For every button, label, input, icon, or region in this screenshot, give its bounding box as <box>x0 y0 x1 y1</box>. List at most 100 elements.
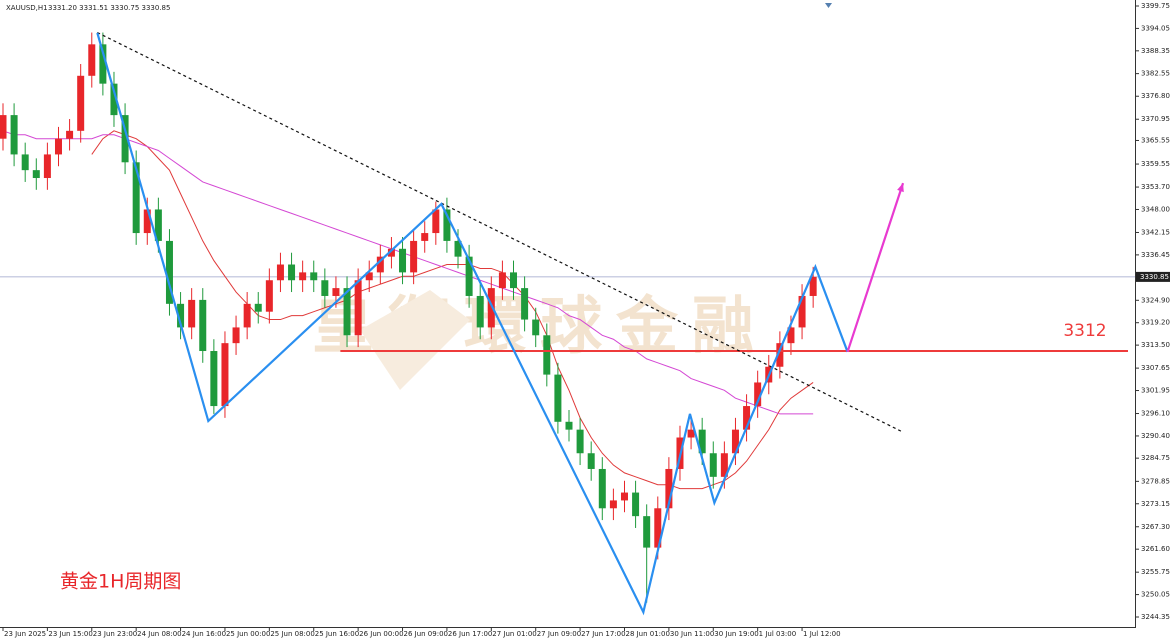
candle-body <box>354 280 362 336</box>
candle-body <box>665 468 673 509</box>
y-tick-label: 3388.35 <box>1141 47 1170 55</box>
y-tick-label: 3267.30 <box>1141 523 1170 531</box>
y-tick-label: 3261.60 <box>1141 545 1170 553</box>
x-tick-label: 28 Jun 01:00 <box>625 630 669 638</box>
support-level-label: 3312 <box>1063 321 1106 341</box>
x-tick-label: 24 Jun 08:00 <box>137 630 181 638</box>
candle-body <box>0 115 7 139</box>
y-tick-label: 3250.05 <box>1141 591 1170 599</box>
candle-body <box>476 295 484 328</box>
x-tick-label: 26 Jun 00:00 <box>359 630 403 638</box>
y-tick-label: 3353.70 <box>1141 183 1170 191</box>
candle-body <box>21 154 29 171</box>
candle-body <box>410 240 418 273</box>
candle-body <box>787 327 795 344</box>
y-tick-label: 3394.05 <box>1141 24 1170 32</box>
y-tick-label: 3324.90 <box>1141 296 1170 304</box>
candle-body <box>620 492 628 501</box>
candle-body <box>165 240 173 304</box>
y-tick-label: 3273.15 <box>1141 500 1170 508</box>
candle-body <box>421 233 429 241</box>
candle-body <box>798 295 806 328</box>
candle-body <box>210 351 218 407</box>
candle-body <box>321 280 329 296</box>
candle-body <box>232 327 240 344</box>
x-tick-label: 27 Jun 09:00 <box>537 630 581 638</box>
moving-average <box>2 130 814 415</box>
x-tick-label: 30 Jun 19:00 <box>714 630 758 638</box>
candle-body <box>332 288 340 296</box>
y-tick-label: 3278.85 <box>1141 477 1170 485</box>
candle-body <box>265 280 273 312</box>
candle-body <box>188 299 196 328</box>
candle-body <box>376 256 384 273</box>
candle-body <box>77 75 85 131</box>
x-tick-label: 23 Jun 2025 <box>4 630 46 638</box>
candle-body <box>510 272 518 289</box>
x-tick-label: 24 Jun 16:00 <box>182 630 226 638</box>
x-tick-label: 27 Jun 17:00 <box>581 630 625 638</box>
x-tick-label: 1 Jul 03:00 <box>759 630 797 638</box>
candle-body <box>399 248 407 273</box>
x-tick-label: 25 Jun 08:00 <box>270 630 314 638</box>
y-tick-label: 3399.75 <box>1141 2 1170 10</box>
candle-body <box>743 406 751 430</box>
x-tick-label: 23 Jun 23:00 <box>93 630 137 638</box>
arrow-head <box>897 183 904 193</box>
candle-body <box>498 272 506 289</box>
y-tick-label: 3244.35 <box>1141 613 1170 621</box>
candle-body <box>343 288 351 336</box>
candle-body <box>543 335 551 375</box>
y-tick-label: 3255.75 <box>1141 568 1170 576</box>
candle-body <box>565 421 573 430</box>
quote: 3331.20 3331.51 3330.75 3330.85 <box>48 4 170 12</box>
candle-body <box>177 303 185 328</box>
candle-body <box>454 240 462 257</box>
x-tick-label: 23 Jun 15:00 <box>48 630 92 638</box>
y-tick-label: 3370.95 <box>1141 115 1170 123</box>
candle-body <box>243 303 251 328</box>
x-tick-label: 26 Jun 09:00 <box>404 630 448 638</box>
y-tick-label: 3342.15 <box>1141 228 1170 236</box>
y-tick-label: 3284.75 <box>1141 454 1170 462</box>
x-tick-label: 25 Jun 16:00 <box>315 630 359 638</box>
candle-body <box>443 209 451 241</box>
y-tick-label: 3296.10 <box>1141 410 1170 418</box>
symbol: XAUUSD,H1 <box>6 4 48 12</box>
candle-body <box>554 374 562 422</box>
candle-body <box>731 429 739 454</box>
candle-body <box>754 382 762 407</box>
current-price-box <box>1136 271 1170 282</box>
y-tick-label: 3359.55 <box>1141 160 1170 168</box>
candle-body <box>88 44 96 76</box>
current-price-label: 3330.85 <box>1140 273 1169 281</box>
y-tick-label: 3290.40 <box>1141 432 1170 440</box>
candle-body <box>199 299 207 352</box>
candle-body <box>310 272 318 281</box>
forecast-arrow <box>846 182 905 353</box>
candle-body <box>632 492 640 517</box>
candle-body <box>465 256 473 296</box>
candle-body <box>598 468 606 509</box>
candle-body <box>365 272 373 281</box>
moving-average <box>91 130 814 490</box>
candle-body <box>132 162 140 234</box>
y-tick-label: 3336.45 <box>1141 251 1170 259</box>
y-tick-label: 3382.55 <box>1141 70 1170 78</box>
y-tick-label: 3376.80 <box>1141 92 1170 100</box>
y-tick-label: 3348.00 <box>1141 205 1170 213</box>
candle-body <box>10 115 18 155</box>
candle-body <box>66 130 74 139</box>
candle-body <box>154 209 162 241</box>
y-tick-label: 3307.65 <box>1141 364 1170 372</box>
candle-body <box>432 209 440 234</box>
candle-body <box>254 303 262 312</box>
candle-body <box>387 248 395 257</box>
candle-body <box>276 264 284 281</box>
candle-body <box>99 44 107 84</box>
candle-body <box>121 115 129 163</box>
candle-body <box>709 453 717 477</box>
candle-body <box>643 516 651 548</box>
shift-marker <box>825 3 832 8</box>
